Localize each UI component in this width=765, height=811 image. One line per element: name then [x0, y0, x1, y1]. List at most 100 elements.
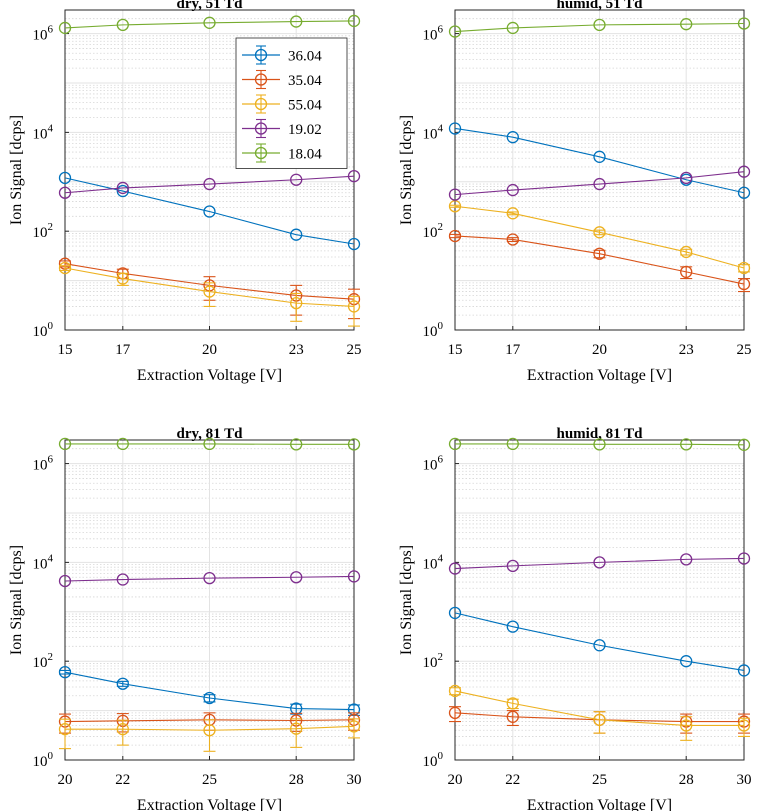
- y-axis-label: Ion Signal [dcps]: [398, 545, 415, 655]
- x-tick-label: 23: [679, 342, 694, 358]
- data-point: [290, 438, 303, 451]
- y-axis-label: Ion Signal [dcps]: [8, 545, 25, 655]
- data-point: [593, 639, 606, 652]
- series-18-04: [448, 17, 751, 38]
- y-tick-exponent: 2: [48, 651, 54, 663]
- y-tick-label: 102: [33, 221, 54, 241]
- series-55-04: [58, 718, 361, 752]
- y-tick-label: 106: [33, 454, 54, 474]
- legend-marker: [254, 73, 268, 86]
- y-tick-label: 102: [33, 651, 54, 671]
- data-point: [116, 437, 129, 451]
- x-tick-label: 15: [448, 342, 463, 358]
- y-tick-exponent: 4: [438, 122, 444, 134]
- series-line: [454, 612, 745, 671]
- data-point: [116, 677, 129, 690]
- y-axis-label: Ion Signal [dcps]: [398, 115, 415, 225]
- x-tick-label: 28: [289, 772, 304, 788]
- data-point: [347, 300, 361, 313]
- series-18-04: [58, 437, 361, 451]
- y-tick-exponent: 6: [438, 24, 444, 36]
- y-tick-exponent: 0: [48, 320, 54, 332]
- y-tick-exponent: 0: [48, 750, 54, 762]
- data-point: [203, 437, 216, 451]
- series-18-04: [448, 437, 751, 451]
- data-point: [593, 556, 606, 569]
- series-19-02: [448, 552, 751, 575]
- series-36-04: [58, 171, 361, 251]
- x-axis-label: Extraction Voltage [V]: [527, 367, 672, 384]
- y-tick-exponent: 0: [438, 750, 444, 762]
- data-point: [203, 571, 216, 585]
- data-point: [506, 697, 519, 710]
- y-tick-exponent: 6: [48, 24, 54, 36]
- series-line: [64, 20, 355, 29]
- data-point: [737, 186, 751, 199]
- x-tick-label: 20: [448, 772, 463, 788]
- x-tick-label: 17: [505, 342, 521, 358]
- series-19-02: [58, 570, 361, 588]
- data-point: [347, 570, 361, 583]
- data-point: [116, 573, 129, 586]
- series-line: [64, 175, 355, 194]
- data-point: [593, 18, 606, 32]
- y-tick-label: 100: [33, 750, 54, 770]
- y-tick-exponent: 4: [48, 552, 54, 564]
- data-point: [290, 15, 303, 28]
- series-35-04: [448, 229, 751, 293]
- x-tick-label: 22: [505, 772, 520, 788]
- x-tick-label: 17: [115, 342, 131, 358]
- data-point: [116, 18, 129, 32]
- x-tick-label: 20: [592, 342, 607, 358]
- data-point: [448, 122, 462, 135]
- data-point: [506, 233, 519, 246]
- data-point: [680, 18, 693, 31]
- data-point: [680, 553, 693, 566]
- legend-entry: 55.04: [242, 94, 322, 114]
- legend-box: [235, 37, 348, 169]
- data-point: [448, 229, 462, 243]
- x-tick-label: 15: [58, 342, 73, 358]
- legend-marker: [254, 122, 268, 135]
- data-point: [737, 438, 751, 451]
- y-tick-label: 100: [423, 320, 444, 340]
- data-point: [737, 165, 751, 178]
- data-point: [347, 720, 361, 733]
- x-tick-label: 25: [737, 342, 752, 358]
- y-tick-exponent: 4: [48, 122, 54, 134]
- y-tick-label: 104: [423, 552, 444, 572]
- data-point: [506, 620, 519, 633]
- data-point: [203, 285, 216, 298]
- data-point: [290, 173, 303, 186]
- x-tick-label: 20: [58, 772, 73, 788]
- data-point: [203, 724, 216, 737]
- data-point: [737, 261, 751, 275]
- y-tick-label: 106: [423, 24, 444, 44]
- data-point: [506, 437, 519, 451]
- y-tick-exponent: 6: [48, 454, 54, 466]
- data-point: [737, 719, 751, 732]
- y-tick-label: 100: [423, 750, 444, 770]
- data-point: [680, 245, 693, 259]
- data-point: [593, 713, 606, 726]
- y-tick-label: 102: [423, 221, 444, 241]
- legend-entry: 35.04: [242, 69, 322, 90]
- data-point: [448, 606, 462, 620]
- y-tick-exponent: 2: [48, 221, 54, 233]
- x-tick-label: 30: [737, 772, 752, 788]
- y-tick-label: 104: [33, 122, 54, 142]
- legend-entry: 36.04: [242, 45, 322, 65]
- data-point: [506, 131, 519, 144]
- data-point: [290, 571, 303, 584]
- data-point: [58, 171, 72, 185]
- y-axis-label: Ion Signal [dcps]: [8, 115, 25, 225]
- series-36-04: [58, 666, 361, 716]
- data-point: [58, 21, 72, 35]
- chart-title: humid, 51 Td: [556, 0, 643, 12]
- data-point: [203, 177, 216, 191]
- data-point: [347, 237, 361, 251]
- x-tick-label: 25: [202, 772, 217, 788]
- series-18-04: [58, 14, 361, 35]
